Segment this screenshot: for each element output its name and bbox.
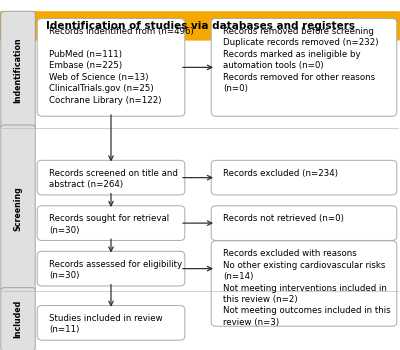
Text: Records excluded (n=234): Records excluded (n=234) <box>223 169 338 178</box>
FancyBboxPatch shape <box>1 125 35 292</box>
Text: Indentification: Indentification <box>14 37 22 103</box>
FancyBboxPatch shape <box>211 19 397 116</box>
Text: Screening: Screening <box>14 186 22 231</box>
Text: Records assessed for eligibility
(n=30): Records assessed for eligibility (n=30) <box>49 260 182 280</box>
FancyBboxPatch shape <box>37 306 185 340</box>
FancyBboxPatch shape <box>211 241 397 326</box>
Text: Records removed before screening
Duplicate records removed (n=232)
Records marke: Records removed before screening Duplica… <box>223 27 379 93</box>
FancyBboxPatch shape <box>37 251 185 286</box>
Text: Records sought for retrieval
(n=30): Records sought for retrieval (n=30) <box>49 214 169 234</box>
Text: Studies included in review
(n=11): Studies included in review (n=11) <box>49 314 163 334</box>
Text: Identification of studies via databases and registers: Identification of studies via databases … <box>46 21 354 31</box>
Text: Records excluded with reasons
No other existing cardiovascular risks
(n=14)
Not : Records excluded with reasons No other e… <box>223 249 391 327</box>
FancyBboxPatch shape <box>1 11 35 129</box>
FancyBboxPatch shape <box>37 19 185 116</box>
Text: Records not retrieved (n=0): Records not retrieved (n=0) <box>223 214 344 223</box>
FancyBboxPatch shape <box>1 288 35 350</box>
Text: Records screened on title and
abstract (n=264): Records screened on title and abstract (… <box>49 169 178 189</box>
Text: Records indentified from (n=496)

PubMed (n=111)
Embase (n=225)
Web of Science (: Records indentified from (n=496) PubMed … <box>49 27 194 105</box>
FancyBboxPatch shape <box>37 160 185 195</box>
FancyBboxPatch shape <box>0 11 400 41</box>
FancyBboxPatch shape <box>211 160 397 195</box>
Text: Included: Included <box>14 300 22 338</box>
FancyBboxPatch shape <box>211 206 397 240</box>
FancyBboxPatch shape <box>37 206 185 240</box>
